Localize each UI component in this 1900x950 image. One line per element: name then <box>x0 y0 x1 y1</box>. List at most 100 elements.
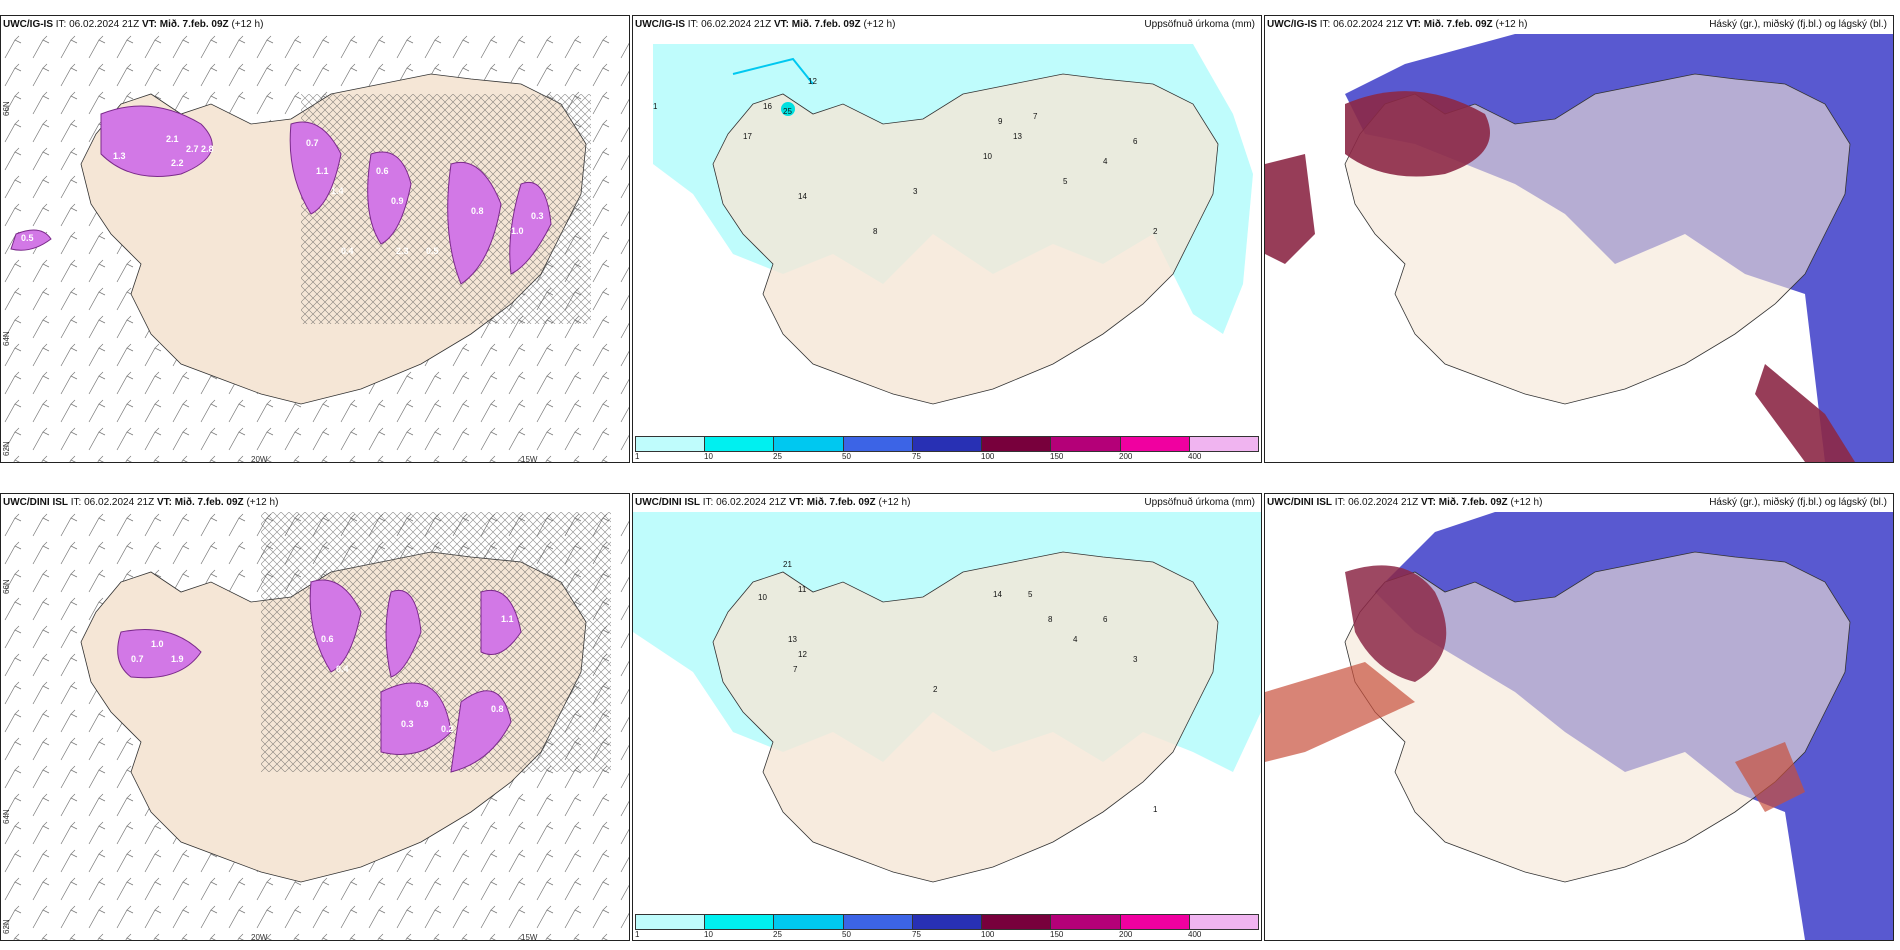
svg-text:25: 25 <box>783 107 792 116</box>
svg-text:2.1: 2.1 <box>166 134 179 144</box>
colorbar-segment <box>1189 437 1258 451</box>
lon-label: 15W <box>521 933 538 941</box>
iceland-land <box>712 551 1219 883</box>
svg-text:4: 4 <box>1073 635 1078 644</box>
lon-label: 20W <box>251 455 268 463</box>
precip-values: 12 16 25 17 14 13 10 9 8 7 6 5 4 3 2 1 <box>653 77 1158 236</box>
svg-text:8: 8 <box>873 227 878 236</box>
svg-text:7: 7 <box>1033 112 1038 121</box>
lat-label: 62N <box>2 919 11 934</box>
snow-values: 0.5 1.0 0.7 1.9 0.6 0.4 0.3 0.9 0.8 1.1 … <box>76 614 514 734</box>
colorbar-segment <box>636 437 706 451</box>
svg-text:16: 16 <box>763 102 772 111</box>
panel-snow-wind-igis: UWC/IG-IS IT: 06.02.2024 21Z VT: Mið. 7.… <box>0 15 630 463</box>
panel-right-title: Uppsöfnuð úrkoma (mm) <box>1144 19 1255 30</box>
panel-right-title: Háský (gr.), miðský (fj.bl.) og lágský (… <box>1709 19 1887 30</box>
colorbar-ticks: 1 10 25 50 75 100 150 200 400 <box>635 930 1202 939</box>
svg-text:0.8: 0.8 <box>471 206 484 216</box>
panel-title: UWC/DINI ISL IT: 06.02.2024 21Z VT: Mið.… <box>635 497 911 508</box>
high-cloud-area <box>1735 742 1805 812</box>
svg-text:14: 14 <box>798 192 807 201</box>
svg-text:7: 7 <box>793 665 798 674</box>
svg-text:5: 5 <box>1028 590 1033 599</box>
svg-text:0.3: 0.3 <box>531 211 544 221</box>
svg-text:6: 6 <box>1133 137 1138 146</box>
svg-text:0.7: 0.7 <box>306 138 319 148</box>
lat-label: 64N <box>2 331 11 346</box>
colorbar-segment <box>774 915 844 929</box>
svg-text:14: 14 <box>993 590 1002 599</box>
svg-text:2.7: 2.7 <box>186 144 199 154</box>
panel-right-title: Uppsöfnuð úrkoma (mm) <box>1144 497 1255 508</box>
svg-text:5: 5 <box>1063 177 1068 186</box>
svg-text:1: 1 <box>1153 805 1158 814</box>
svg-text:0.5: 0.5 <box>21 233 34 243</box>
svg-text:1.9: 1.9 <box>171 654 184 664</box>
lon-label: 15W <box>521 455 538 463</box>
svg-text:0.4: 0.4 <box>341 246 354 256</box>
colorbar-segment <box>912 437 983 451</box>
colorbar-segment <box>982 437 1052 451</box>
svg-text:2.2: 2.2 <box>171 158 184 168</box>
svg-text:1.0: 1.0 <box>151 639 164 649</box>
svg-text:1.4: 1.4 <box>331 186 344 196</box>
panel-snow-wind-dini: UWC/DINI ISL IT: 06.02.2024 21Z VT: Mið.… <box>0 493 630 941</box>
svg-text:3: 3 <box>1133 655 1138 664</box>
precip-max-streak <box>732 57 814 85</box>
precip-values: 21 14 13 12 11 10 8 7 6 5 4 3 2 1 <box>758 560 1158 814</box>
colorbar-segment <box>912 915 983 929</box>
lat-label: 66N <box>2 579 11 594</box>
colorbar <box>635 436 1259 452</box>
colorbar-segment <box>636 915 706 929</box>
colorbar-segment <box>843 437 913 451</box>
map-clouds <box>1265 34 1893 462</box>
svg-text:0.9: 0.9 <box>391 196 404 206</box>
colorbar-segment <box>705 437 775 451</box>
high-cloud-area <box>1755 364 1855 462</box>
panel-clouds-igis: UWC/IG-IS IT: 06.02.2024 21Z VT: Mið. 7.… <box>1264 15 1894 463</box>
svg-text:1.3: 1.3 <box>113 151 126 161</box>
svg-text:2: 2 <box>1153 227 1158 236</box>
panel-title: UWC/DINI ISL IT: 06.02.2024 21Z VT: Mið.… <box>1267 497 1543 508</box>
svg-text:6: 6 <box>1103 615 1108 624</box>
map-clouds <box>1265 512 1893 940</box>
svg-text:2.8: 2.8 <box>201 144 214 154</box>
svg-text:1: 1 <box>653 102 658 111</box>
svg-text:0.6: 0.6 <box>376 166 389 176</box>
panel-right-title: Háský (gr.), miðský (fj.bl.) og lágský (… <box>1709 497 1887 508</box>
svg-text:2: 2 <box>933 685 938 694</box>
panel-clouds-dini: UWC/DINI ISL IT: 06.02.2024 21Z VT: Mið.… <box>1264 493 1894 941</box>
lon-label: 20W <box>251 933 268 941</box>
snow-fields <box>117 579 522 773</box>
high-cloud-area <box>1265 154 1315 264</box>
panel-title: UWC/IG-IS IT: 06.02.2024 21Z VT: Mið. 7.… <box>3 19 264 30</box>
panel-title: UWC/IG-IS IT: 06.02.2024 21Z VT: Mið. 7.… <box>1267 19 1528 30</box>
colorbar-ticks: 1 10 25 50 75 100 150 200 400 <box>635 452 1202 461</box>
colorbar-segment <box>774 437 844 451</box>
svg-text:13: 13 <box>1013 132 1022 141</box>
lat-label: 66N <box>2 101 11 116</box>
high-cloud-area <box>1345 91 1490 177</box>
svg-text:0.8: 0.8 <box>491 704 504 714</box>
svg-text:1.1: 1.1 <box>316 166 329 176</box>
svg-text:0.2: 0.2 <box>441 724 454 734</box>
svg-text:10: 10 <box>758 593 767 602</box>
lat-label: 62N <box>2 441 11 456</box>
snow-fields <box>10 105 552 285</box>
svg-text:17: 17 <box>743 132 752 141</box>
svg-text:8: 8 <box>1048 615 1053 624</box>
lat-label: 64N <box>2 809 11 824</box>
iceland-land <box>712 73 1219 405</box>
svg-text:9: 9 <box>998 117 1003 126</box>
colorbar-segment <box>843 915 913 929</box>
panel-title: UWC/IG-IS IT: 06.02.2024 21Z VT: Mið. 7.… <box>635 19 896 30</box>
svg-text:3: 3 <box>913 187 918 196</box>
svg-text:12: 12 <box>808 77 817 86</box>
svg-text:11: 11 <box>798 585 807 594</box>
svg-text:0.4: 0.4 <box>336 664 349 674</box>
svg-text:0.7: 0.7 <box>131 654 144 664</box>
svg-text:12: 12 <box>798 650 807 659</box>
svg-text:1.1: 1.1 <box>501 614 514 624</box>
svg-text:10: 10 <box>983 152 992 161</box>
svg-text:1.0: 1.0 <box>511 226 524 236</box>
